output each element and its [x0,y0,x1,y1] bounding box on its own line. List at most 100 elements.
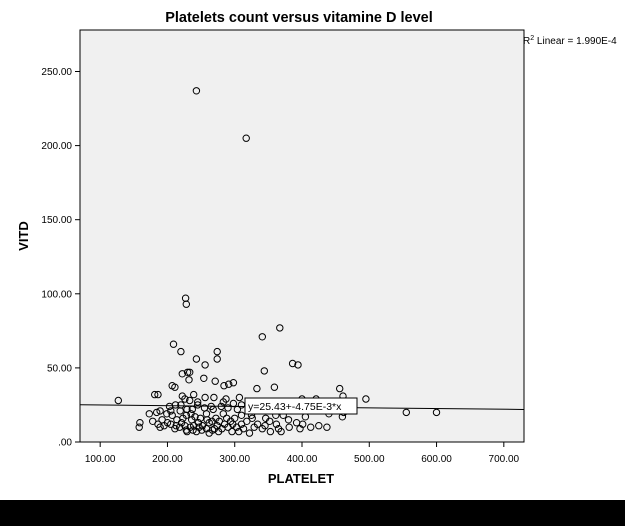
x-axis: 100.00 200.00 300.00 400.00 500.00 600.00 700.… [85,442,520,465]
data-point [114,396,123,405]
data-point [156,407,164,415]
data-point [186,396,194,405]
data-point [272,420,281,428]
data-point [198,426,206,434]
data-point [336,384,344,393]
svg-text:R2 Linear = 1.990E-4: R2 Linear = 1.990E-4 [523,35,617,47]
y-tick-label: 100.00 [41,289,72,300]
fit-equation-box: y=25.43+-4.75E-3*x [244,397,358,415]
data-point [169,340,178,348]
data-point [213,347,221,356]
data-point [242,134,250,142]
data-point [192,355,201,363]
data-point [135,423,143,431]
data-point [192,427,201,436]
data-point [276,324,284,332]
data-point [220,382,228,390]
scatter-points [114,87,441,437]
data-point [192,87,201,95]
r2-value: Linear = 1.990E-4 [534,36,617,47]
data-point [229,379,238,387]
data-point [233,423,241,431]
r2-prefix: R [523,36,530,47]
data-point [136,419,144,427]
data-point [200,374,208,382]
y-tick-label: 50.00 [47,363,72,374]
x-tick-label: 600.00 [421,454,452,465]
data-point [160,422,168,430]
data-point [211,377,219,385]
data-point [284,416,293,424]
data-point [402,408,410,417]
data-point [250,423,258,431]
data-point [214,427,223,436]
x-tick-label: 400.00 [287,454,318,465]
data-point [288,359,297,368]
y-axis-label: VITD [16,221,31,251]
data-point [190,390,198,399]
data-point [235,393,244,402]
data-point [181,395,189,403]
data-point [194,401,202,409]
data-point [183,427,191,436]
data-point [213,355,221,363]
y-tick-label: .00 [58,438,72,449]
data-point [270,383,279,391]
data-point [156,423,164,431]
data-point [237,411,246,419]
data-point [362,395,370,403]
data-point [266,427,275,436]
r2-annotation: R2 Linear = 1.990E-4 [523,35,617,47]
data-point [235,427,243,436]
data-point [183,368,192,376]
data-point [201,361,209,369]
x-tick-label: 300.00 [219,454,250,465]
data-point [432,408,441,417]
data-point [151,390,159,399]
data-point [260,367,268,375]
data-point [296,425,304,433]
data-point [178,370,187,378]
data-point [210,393,218,402]
bottom-strip [0,500,625,526]
data-point [245,429,254,437]
data-point [323,423,331,431]
y-tick-label: 150.00 [41,215,72,226]
data-point [205,429,213,437]
data-point [285,423,293,431]
x-axis-label: PLATELET [268,471,334,486]
data-point [177,347,185,356]
data-point [171,383,179,391]
data-point [225,380,233,388]
x-tick-label: 100.00 [85,454,116,465]
data-point [266,417,274,425]
data-point [145,410,154,418]
data-point [253,384,261,393]
data-point [190,422,198,430]
data-point [175,423,184,431]
y-tick-label: 250.00 [41,67,72,78]
data-point [186,368,194,376]
y-axis: .00 50.00 100.00 150.00 200.00 250.00 [41,67,80,449]
data-point [219,398,228,406]
data-point [194,398,202,406]
data-point [224,404,232,412]
data-point [205,419,213,427]
data-point [182,300,191,308]
data-point [185,376,193,384]
data-point [163,410,171,418]
data-point [258,333,266,341]
data-point [168,411,176,419]
chart-title: Platelets count versus vitamine D level [165,10,433,26]
data-point [248,414,256,422]
y-tick-label: 200.00 [41,141,72,152]
data-point [154,390,162,399]
data-point [201,393,209,402]
data-point [307,423,315,431]
data-point [294,361,302,369]
data-point [315,422,323,430]
data-point [177,401,185,409]
fit-equation-bg [244,397,358,415]
x-tick-label: 700.00 [489,454,520,465]
